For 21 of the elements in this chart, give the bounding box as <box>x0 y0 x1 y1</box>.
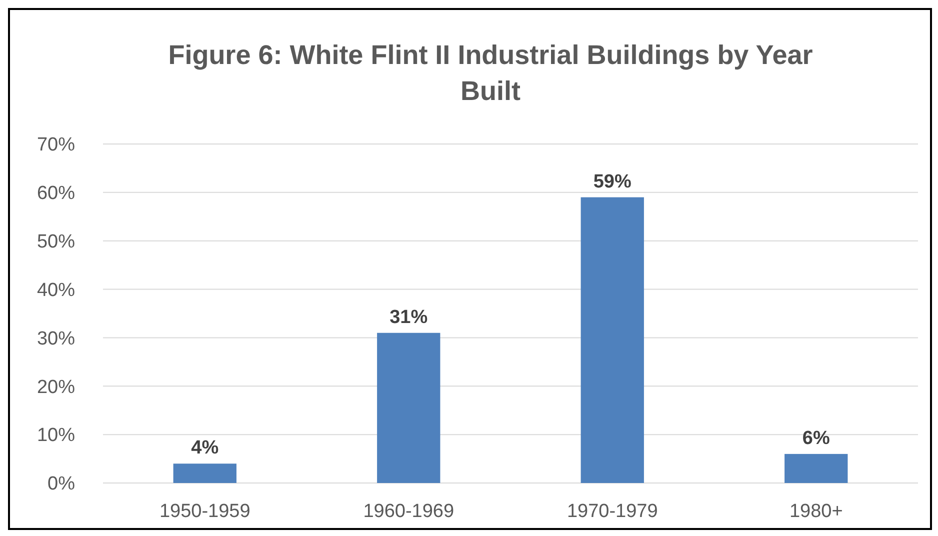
bar <box>580 197 644 483</box>
y-tick-label: 50% <box>36 232 76 253</box>
bar <box>784 454 848 483</box>
y-tick-label: 60% <box>36 183 76 204</box>
chart-title: Figure 6: White Flint II Industrial Buildings by Year Built <box>168 40 814 106</box>
data-label: 4% <box>191 438 219 459</box>
y-tick-label: 10% <box>36 425 76 446</box>
x-tick-label: 1950-1959 <box>159 501 250 522</box>
x-tick-label: 1980+ <box>789 501 843 522</box>
y-tick-label: 70% <box>36 134 76 156</box>
y-tick-label: 40% <box>36 280 76 301</box>
y-tick-label: 0% <box>48 474 76 495</box>
y-tick-label: 30% <box>36 328 76 350</box>
y-tick-label: 20% <box>36 376 76 398</box>
data-label: 31% <box>390 306 428 328</box>
data-label: 59% <box>593 171 632 192</box>
x-tick-label: 1960-1969 <box>363 501 454 522</box>
bar <box>377 332 440 483</box>
data-label: 6% <box>802 428 830 449</box>
bar <box>173 464 236 483</box>
x-tick-label: 1970-1979 <box>566 501 658 522</box>
